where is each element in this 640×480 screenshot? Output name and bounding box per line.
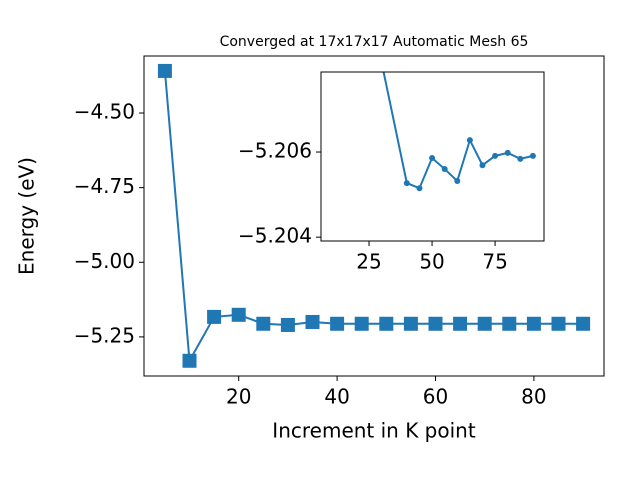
x-tick-label: 75 (482, 250, 507, 274)
marker (576, 316, 591, 331)
x-tick-label: 60 (423, 385, 448, 409)
marker (305, 314, 320, 329)
y-tick-label: −5.204 (238, 224, 312, 248)
plot-clip (382, 72, 536, 192)
y-tick-label: −5.25 (74, 323, 135, 347)
marker (517, 155, 524, 162)
marker (502, 316, 517, 331)
marker (354, 316, 369, 331)
marker (207, 309, 222, 324)
marker (403, 180, 410, 187)
marker (280, 317, 295, 332)
x-axis-label: Increment in K point (272, 419, 476, 443)
marker (479, 162, 486, 169)
marker (182, 353, 197, 368)
marker (379, 316, 394, 331)
marker (492, 152, 499, 159)
x-tick-label: 80 (521, 385, 546, 409)
marker (453, 316, 468, 331)
marker (477, 316, 492, 331)
marker (441, 166, 448, 173)
marker (429, 154, 436, 161)
x-tick-label: 20 (226, 385, 251, 409)
marker (157, 63, 172, 78)
marker (403, 316, 418, 331)
marker (256, 316, 271, 331)
x-tick-label: 40 (324, 385, 349, 409)
y-tick-label: −5.00 (74, 249, 135, 273)
marker (466, 137, 473, 144)
x-tick-label: 25 (356, 250, 381, 274)
marker (428, 316, 443, 331)
chart-title: Converged at 17x17x17 Automatic Mesh 65 (220, 34, 529, 50)
marker (231, 307, 246, 322)
x-tick-label: 50 (419, 250, 444, 274)
plot-clip (157, 63, 591, 368)
y-tick-label: −4.75 (74, 174, 135, 198)
y-axis-label: Energy (eV) (15, 157, 39, 275)
marker (551, 316, 566, 331)
y-tick-label: −4.50 (74, 100, 135, 124)
marker (416, 185, 423, 192)
marker (529, 152, 536, 159)
marker (330, 316, 345, 331)
y-tick-label: −5.206 (238, 139, 312, 163)
marker (504, 149, 511, 156)
marker (454, 177, 461, 184)
axes-frame (143, 55, 605, 377)
marker (526, 316, 541, 331)
